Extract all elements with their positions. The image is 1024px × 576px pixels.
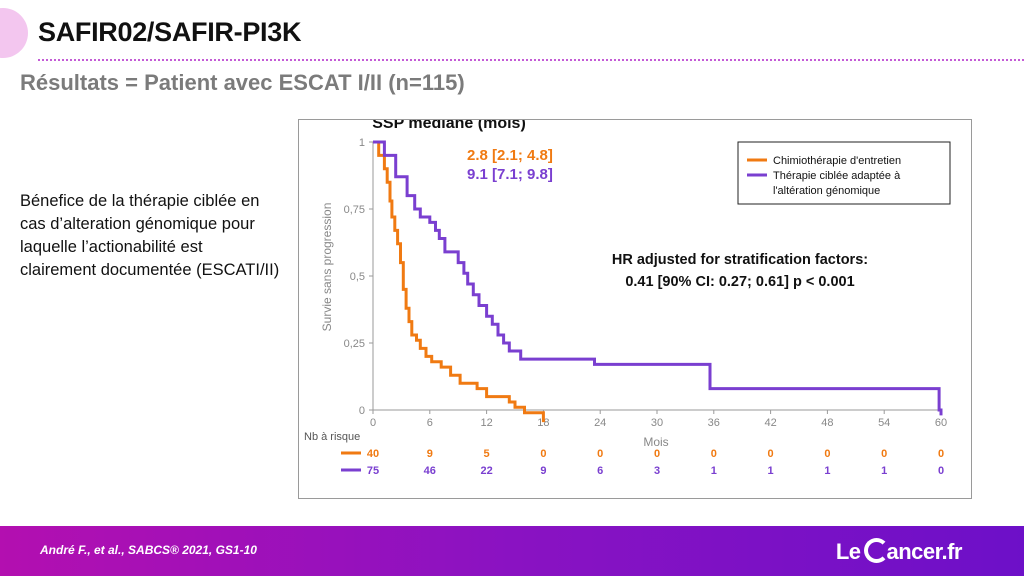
km-curve-chimio	[373, 140, 545, 423]
x-axis-label: Mois	[643, 435, 668, 449]
risk-count: 0	[938, 465, 944, 477]
risk-table-label: Nb à risque	[304, 431, 360, 443]
risk-count: 0	[824, 448, 830, 460]
risk-count: 1	[768, 465, 774, 477]
risk-count: 9	[540, 465, 546, 477]
y-tick-label: 0,25	[344, 338, 365, 350]
logo-c-icon	[863, 538, 889, 563]
x-tick-label: 12	[480, 417, 492, 429]
legend-label-targeted: Thérapie ciblée adaptée à l'altération gé…	[773, 170, 901, 197]
y-tick-label: 1	[359, 137, 365, 149]
x-tick-label: 42	[764, 417, 776, 429]
chart-title-background	[357, 120, 589, 132]
risk-count: 40	[367, 448, 379, 460]
median-label-targeted: 9.1 [7.1; 9.8]	[467, 166, 553, 183]
lecancer-logo: Le ancer.fr	[836, 538, 962, 565]
hr-annotation-line-2: 0.41 [90% CI: 0.27; 0.61] p < 0.001	[625, 274, 854, 290]
footer-band: André F., et al., SABCS® 2021, GS1-10 Le…	[0, 526, 1024, 576]
risk-count: 0	[711, 448, 717, 460]
km-chart: SSP médiane (mois) 0 0,25 0,5 0,75 1 0 6 12 18 2…	[304, 120, 951, 477]
x-tick-label: 54	[878, 417, 890, 429]
x-tick-label: 18	[537, 417, 549, 429]
risk-count: 5	[484, 448, 490, 460]
risk-count: 0	[938, 448, 944, 460]
risk-count: 0	[654, 448, 660, 460]
logo-text-left: Le	[835, 539, 861, 564]
risk-count: 1	[824, 465, 830, 477]
risk-count: 3	[654, 465, 660, 477]
risk-count: 0	[597, 448, 603, 460]
median-label-chimio: 2.8 [2.1; 4.8]	[467, 147, 553, 164]
x-tick-label: 48	[821, 417, 833, 429]
x-tick-label: 60	[935, 417, 947, 429]
risk-count: 1	[881, 465, 887, 477]
risk-count: 75	[367, 465, 379, 477]
slide-subtitle: Résultats = Patient avec ESCAT I/II (n=1…	[20, 70, 465, 95]
risk-count: 0	[768, 448, 774, 460]
y-tick-label: 0,75	[344, 204, 365, 216]
title-divider	[38, 59, 1024, 61]
risk-count: 1	[711, 465, 717, 477]
corner-decoration	[0, 8, 28, 58]
y-tick-label: 0,5	[350, 271, 365, 283]
logo-text-right: ancer.fr	[886, 539, 963, 564]
risk-count: 6	[597, 465, 603, 477]
x-tick-label: 30	[651, 417, 663, 429]
x-tick-label: 0	[370, 417, 376, 429]
legend-box	[737, 141, 951, 205]
chart-title: SSP médiane (mois)	[372, 120, 526, 132]
km-curve-targeted	[373, 140, 943, 416]
x-tick-label: 36	[708, 417, 720, 429]
y-axis-label: Survie sans progression	[320, 203, 334, 332]
x-tick-label: 24	[594, 417, 606, 429]
risk-count: 9	[427, 448, 433, 460]
x-tick-label: 6	[427, 417, 433, 429]
y-tick-label: 0	[359, 405, 365, 417]
footer-reference: André F., et al., SABCS® 2021, GS1-10	[40, 543, 257, 557]
legend-label-chimio: Chimiothérapie d'entretien	[773, 155, 901, 167]
risk-count: 0	[881, 448, 887, 460]
legend: Chimiothérapie d'entretien Thérapie cibl…	[737, 141, 951, 205]
risk-count: 46	[424, 465, 436, 477]
hr-annotation-line-1: HR adjusted for stratification factors:	[612, 252, 868, 268]
slide-body-text: Bénefice de la thérapie ciblée en cas d’…	[20, 192, 280, 279]
slide-title: SAFIR02/SAFIR-PI3K	[38, 17, 302, 47]
risk-count: 0	[540, 448, 546, 460]
risk-count: 22	[480, 465, 492, 477]
km-chart-frame: SSP médiane (mois) 0 0,25 0,5 0,75 1 0 6 12 18 2…	[298, 119, 972, 499]
